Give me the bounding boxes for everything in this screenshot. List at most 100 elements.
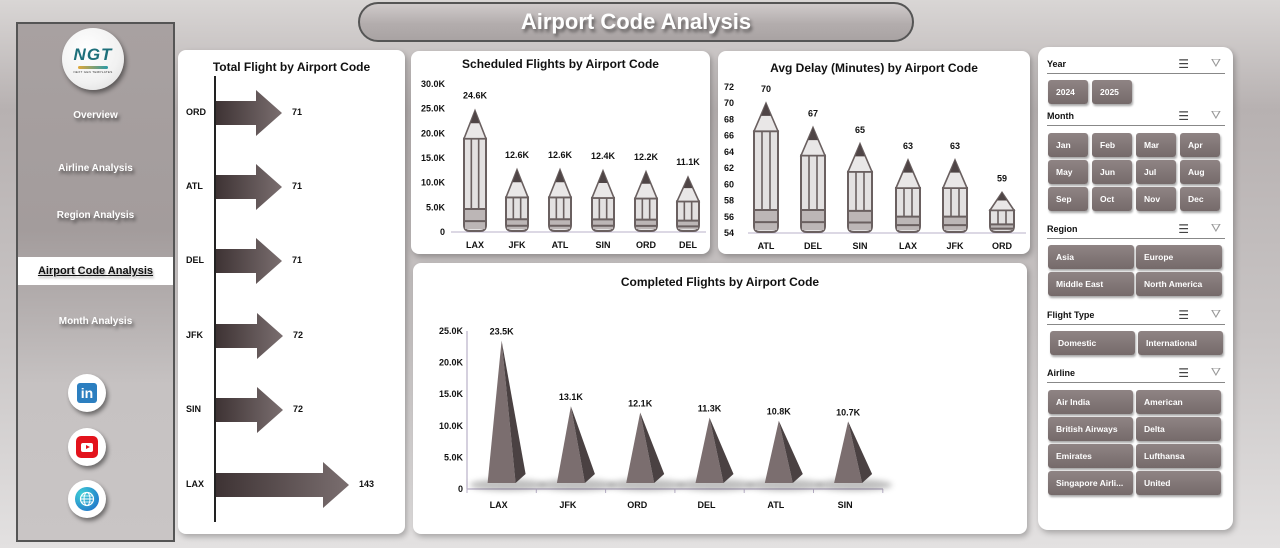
globe-icon	[75, 487, 99, 511]
slicer-option-2024[interactable]: 2024	[1048, 80, 1088, 104]
multi-select-icon[interactable]: ☰	[1178, 366, 1189, 380]
scheduled-flights-plot: 0 5.0K 10.0K 15.0K 20.0K 25.0K 30.0K 24.6K LAX 12…	[421, 79, 706, 250]
slicer-option-emirates[interactable]: Emirates	[1048, 444, 1133, 468]
clear-filter-icon[interactable]: ⛛	[1210, 221, 1221, 235]
x-tick-label: JFK	[508, 240, 526, 250]
slicer-option-british-airways[interactable]: British Airways	[1048, 417, 1133, 441]
x-tick-label: SIN	[852, 241, 867, 251]
value-label: 24.6K	[463, 91, 488, 101]
slicer-option-air-india[interactable]: Air India	[1048, 390, 1133, 414]
slicer-option-domestic[interactable]: Domestic	[1050, 331, 1135, 355]
x-tick-label: DEL	[804, 241, 823, 251]
slicer-option-delta[interactable]: Delta	[1136, 417, 1221, 441]
multi-select-icon[interactable]: ☰	[1178, 57, 1189, 71]
multi-select-icon[interactable]: ☰	[1178, 222, 1189, 236]
x-tick-label: LAX	[490, 500, 508, 510]
flight-type-slicer-label: Flight Type	[1047, 310, 1095, 320]
sidebar-item-airline-analysis[interactable]: Airline Analysis	[58, 163, 133, 174]
clear-filter-icon[interactable]: ⛛	[1210, 365, 1221, 379]
value-label: 12.2K	[634, 152, 659, 162]
month-slicer-header: Month ☰ ⛛	[1047, 108, 1225, 126]
slicer-option-apr[interactable]: Apr	[1180, 133, 1220, 157]
slicer-option-europe[interactable]: Europe	[1136, 245, 1222, 269]
pencil-bar	[846, 141, 874, 233]
slicer-option-american[interactable]: American	[1136, 390, 1221, 414]
slicer-option-oct[interactable]: Oct	[1092, 187, 1132, 211]
sidebar-nav: NGT NEXT GEN TEMPLATES Overview Airline …	[16, 22, 175, 542]
y-tick-label: 15.0K	[439, 389, 464, 399]
value-label: 65	[855, 125, 865, 135]
completed-flights-chart-card: Completed Flights by Airport Code 0 5.0K 1…	[413, 263, 1027, 534]
y-tick-label: 25.0K	[421, 104, 446, 114]
pencil-bar	[462, 108, 488, 232]
logo-text: NGT	[73, 44, 113, 64]
slicer-option-lufthansa[interactable]: Lufthansa	[1136, 444, 1221, 468]
category-label: SIN	[186, 404, 202, 414]
value-label: 12.6K	[505, 150, 530, 160]
slicer-option-2025[interactable]: 2025	[1092, 80, 1132, 104]
youtube-icon	[76, 436, 98, 458]
x-tick-label: LAX	[466, 240, 484, 250]
category-label: DEL	[186, 255, 204, 265]
value-label: 72	[293, 404, 304, 414]
slicer-option-may[interactable]: May	[1048, 160, 1088, 184]
value-label: 10.7K	[836, 407, 861, 417]
multi-select-icon[interactable]: ☰	[1178, 308, 1189, 322]
slicer-option-jun[interactable]: Jun	[1092, 160, 1132, 184]
ngt-logo: NGT NEXT GEN TEMPLATES	[62, 28, 124, 90]
slicer-option-singapore-airli[interactable]: Singapore Airli...	[1048, 471, 1133, 495]
slicer-option-jul[interactable]: Jul	[1136, 160, 1176, 184]
y-tick-label: 56	[724, 212, 734, 222]
sidebar-item-overview[interactable]: Overview	[73, 110, 118, 121]
slicer-option-sep[interactable]: Sep	[1048, 187, 1088, 211]
website-button[interactable]	[68, 480, 106, 518]
value-label: 11.3K	[698, 404, 722, 414]
airline-slicer-label: Airline	[1047, 368, 1076, 378]
slicer-option-feb[interactable]: Feb	[1092, 133, 1132, 157]
sidebar-item-month-analysis[interactable]: Month Analysis	[58, 316, 133, 327]
slicer-option-nov[interactable]: Nov	[1136, 187, 1176, 211]
arrow-bar	[216, 238, 282, 284]
pencil-bar	[504, 167, 530, 232]
sidebar-item-airport-code-analysis[interactable]: Airport Code Analysis	[18, 257, 173, 285]
completed-flights-plot: 0 5.0K 10.0K 15.0K 20.0K 25.0K 23.5K LAX 13.1K JF…	[439, 326, 893, 510]
y-tick-label: 72	[724, 82, 734, 92]
y-tick-label: 20.0K	[439, 358, 464, 368]
value-label: 59	[997, 173, 1007, 183]
flight-type-slicer-header: Flight Type ☰ ⛛	[1047, 307, 1225, 325]
slicer-option-north-america[interactable]: North America	[1136, 272, 1222, 296]
slicer-option-united[interactable]: United	[1136, 471, 1221, 495]
clear-filter-icon[interactable]: ⛛	[1210, 108, 1221, 122]
slicer-option-middle-east[interactable]: Middle East	[1048, 272, 1134, 296]
slicer-option-international[interactable]: International	[1138, 331, 1223, 355]
clear-filter-icon[interactable]: ⛛	[1210, 307, 1221, 321]
youtube-button[interactable]	[68, 428, 106, 466]
linkedin-button[interactable]: in	[68, 374, 106, 412]
value-label: 63	[903, 141, 913, 151]
total-flight-chart-card: Total Flight by Airport Code ORD 71 ATL 71 D…	[178, 50, 405, 534]
x-tick-label: ORD	[636, 240, 657, 250]
slicer-option-mar[interactable]: Mar	[1136, 133, 1176, 157]
pencil-bar	[894, 157, 922, 233]
y-tick-label: 68	[724, 114, 734, 124]
clear-filter-icon[interactable]: ⛛	[1210, 56, 1221, 70]
pencil-bar	[675, 175, 701, 232]
pencil-bar	[988, 191, 1016, 233]
page-title: Airport Code Analysis	[520, 9, 752, 34]
value-label: 10.8K	[767, 407, 792, 417]
y-tick-label: 5.0K	[444, 452, 464, 462]
x-tick-label: DEL	[698, 500, 717, 510]
value-label: 143	[359, 479, 375, 489]
multi-select-icon[interactable]: ☰	[1178, 109, 1189, 123]
y-tick-label: 66	[724, 131, 734, 141]
slicer-option-dec[interactable]: Dec	[1180, 187, 1220, 211]
pyramid-bar	[816, 421, 893, 491]
value-label: 12.1K	[628, 399, 653, 409]
y-tick-label: 10.0K	[421, 178, 446, 188]
slicer-option-aug[interactable]: Aug	[1180, 160, 1220, 184]
slicer-option-jan[interactable]: Jan	[1048, 133, 1088, 157]
value-label: 13.1K	[559, 392, 584, 402]
sidebar-item-region-analysis[interactable]: Region Analysis	[56, 210, 135, 221]
slicer-option-asia[interactable]: Asia	[1048, 245, 1134, 269]
x-tick-label: ORD	[627, 500, 648, 510]
